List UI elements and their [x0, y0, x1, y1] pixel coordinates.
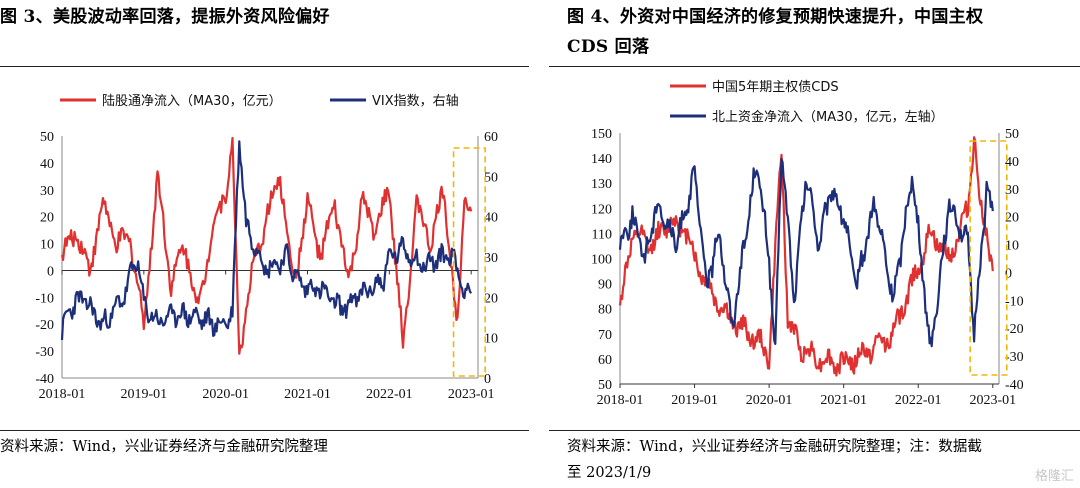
right-y-tick-label: 10 [484, 332, 498, 347]
right-y-tick-label: 60 [484, 130, 498, 145]
right-y-tick-label: 0 [484, 372, 491, 387]
left-figure: 图 3、美股波动率回落，提振外资风险偏好 50 40 30 20 10 0 -10 -20 -3… [0, 7, 529, 455]
left-y-tick-label: 140 [591, 152, 612, 167]
right-top-rule [549, 66, 1080, 67]
x-tick-label: 2018-01 [39, 387, 86, 402]
left-y-tick-label: 20 [40, 211, 54, 226]
left-y-tick-label: 120 [591, 202, 612, 217]
legend-label: 陆股通净流入（MA30，亿元） [102, 93, 282, 109]
left-y-tick-label: 60 [598, 353, 612, 368]
left-y-tick-label: 40 [40, 157, 54, 172]
x-tick-label: 2018-01 [597, 393, 644, 408]
right-y-tick-label: 50 [1005, 127, 1019, 142]
left-y-tick-label: 100 [591, 253, 612, 268]
left-y-tick-label: 10 [40, 238, 54, 253]
x-tick-label: 2020-01 [202, 387, 249, 402]
highlight-box [969, 140, 1008, 376]
left-y-tick-label: 150 [591, 127, 612, 142]
red-series-line [60, 136, 473, 355]
left-y-tick-label: 70 [598, 328, 612, 343]
right-y-tick-label: -30 [1005, 350, 1024, 365]
right-chart: 150140130120110100908070605050403020100-… [591, 79, 1024, 408]
right-y-tick-label: 30 [484, 251, 498, 266]
right-y-tick-label: -40 [1005, 378, 1024, 393]
blue-series-line [60, 140, 473, 340]
red-series-line [618, 136, 994, 377]
left-source-note: 资料来源：Wind，兴业证券经济与金融研究院整理 [0, 439, 328, 455]
left-y-tick-label: -40 [35, 372, 54, 387]
right-y-tick-label: -10 [1005, 294, 1024, 309]
right-bottom-rule [549, 430, 1080, 431]
left-top-rule [0, 66, 529, 67]
right-figure-title-line1: 图 4、外资对中国经济的修复预期快速提升，中国主权 [567, 7, 984, 27]
right-y-tick-label: 20 [484, 291, 498, 306]
x-tick-label: 2022-01 [895, 393, 942, 408]
right-y-tick-label: 40 [1005, 155, 1019, 170]
legend-label: VIX指数，右轴 [372, 94, 459, 109]
x-tick-label: 2021-01 [284, 387, 331, 402]
left-figure-title: 图 3、美股波动率回落，提振外资风险偏好 [0, 7, 330, 27]
right-y-tick-label: 50 [484, 170, 498, 185]
right-y-tick-label: 30 [1005, 183, 1019, 198]
right-source-note-line1: 资料来源：Wind，兴业证券经济与金融研究院整理；注：数据截 [567, 439, 982, 455]
left-y-tick-label: 50 [598, 378, 612, 393]
x-tick-label: 2023-01 [448, 387, 495, 402]
legend-label: 北上资金净流入（MA30，亿元，左轴） [712, 109, 944, 125]
right-source-note-line2: 至 2023/1/9 [567, 465, 652, 481]
x-tick-label: 2019-01 [121, 387, 168, 402]
x-tick-label: 2022-01 [366, 387, 413, 402]
left-y-tick-label: 0 [47, 264, 54, 279]
left-chart: 50 40 30 20 10 0 -10 -20 -30 -40 60 50 40 30 20 10 0 2018… [35, 93, 498, 402]
left-y-tick-label: 110 [592, 227, 612, 242]
left-y-tick-label: 80 [598, 303, 612, 318]
watermark-logo: 格隆汇 [1034, 469, 1074, 484]
legend-label: 中国5年期主权债CDS [712, 79, 839, 95]
x-tick-label: 2021-01 [820, 393, 867, 408]
right-y-tick-label: 0 [1005, 266, 1012, 281]
x-tick-label: 2023-01 [969, 393, 1016, 408]
right-y-tick-label: 10 [1005, 239, 1019, 254]
right-figure: 图 4、外资对中国经济的修复预期快速提升，中国主权 CDS 回落 150 140 1… [549, 0, 1080, 488]
right-y-tick-label: 40 [484, 211, 498, 226]
left-y-tick-label: 30 [40, 184, 54, 199]
left-y-tick-label: -20 [35, 318, 54, 333]
highlight-box [452, 147, 486, 377]
left-y-tick-label: -30 [35, 345, 54, 360]
left-y-tick-label: 50 [40, 130, 54, 145]
right-figure-title-line2: CDS 回落 [567, 37, 650, 57]
x-tick-label: 2020-01 [746, 393, 793, 408]
right-y-tick-label: -20 [1005, 322, 1024, 337]
x-tick-label: 2019-01 [671, 393, 718, 408]
left-y-tick-label: -10 [35, 291, 54, 306]
left-y-tick-label: 90 [598, 278, 612, 293]
blue-series-line [618, 157, 994, 348]
right-y-tick-label: 20 [1005, 211, 1019, 226]
left-y-tick-label: 130 [591, 177, 612, 192]
left-bottom-rule [0, 430, 529, 431]
